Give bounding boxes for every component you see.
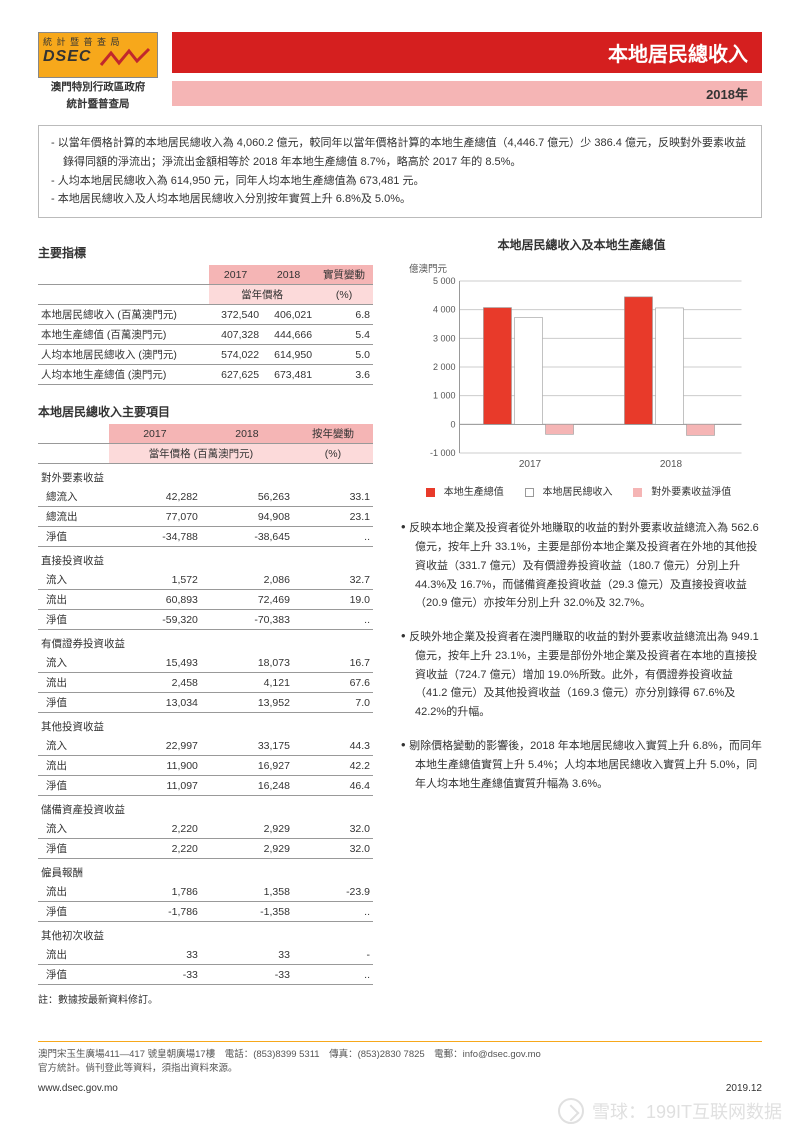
bullet-item: 剔除價格變動的影響後，2018 年本地居民總收入實質上升 6.8%，而同年本地生… <box>401 734 762 793</box>
table-row: 淨值-33-33.. <box>38 965 373 985</box>
table-row: 流出2,4584,12167.6 <box>38 673 373 693</box>
dsec-logo: 統 計 暨 普 查 局 DSEC <box>38 32 158 78</box>
watermark: 雪球：199IT互联网数据 <box>558 1098 782 1124</box>
footer-bottom: www.dsec.gov.mo 2019.12 <box>38 1083 762 1094</box>
footer-note: 官方統計。倘刊登此等資料，須指出資料來源。 <box>38 1062 762 1076</box>
chart-title: 本地居民總收入及本地生產總值 <box>401 236 762 253</box>
table-row: 人均本地居民總收入 (澳門元)574,022614,9505.0 <box>38 345 373 365</box>
page: 統 計 暨 普 查 局 DSEC 澳門特別行政區政府 統計暨普查局 本地居民總收… <box>0 0 800 1132</box>
th-2018: 2018 <box>201 424 293 444</box>
th-change: 按年變動 <box>293 424 373 444</box>
table-row: 流出1,7861,358-23.9 <box>38 882 373 902</box>
logo-zigzag-icon <box>99 47 153 69</box>
th-2017: 2017 <box>109 424 201 444</box>
analysis-bullets: 反映本地企業及投資者從外地賺取的收益的對外要素收益總流入為 562.6 億元，按… <box>401 516 762 793</box>
th-unit: 當年價格 (百萬澳門元) <box>109 444 293 464</box>
footer: 澳門宋玉生廣場411—417 號皇朝廣場17樓 電話：(853)8399 531… <box>38 1041 762 1077</box>
table-section-head: 其他投資收益 <box>38 713 373 737</box>
legend-item: 本地居民總收入 <box>525 487 619 498</box>
org-name-2: 統計暨普查局 <box>38 98 158 112</box>
bar-chart: -1 000 0 1 000 2 000 3 000 4 000 5 000 2017 2018 <box>401 275 762 475</box>
note-item: 人均本地居民總收入為 614,950 元，同年人均本地生產總值為 673,481… <box>51 172 749 191</box>
watermark-text: 雪球：199IT互联网数据 <box>592 1098 782 1124</box>
th-price: 當年價格 <box>209 285 315 305</box>
year-bar: 2018年 <box>172 81 762 106</box>
table-row: 淨值-59,320-70,383.. <box>38 610 373 630</box>
th-2018: 2018 <box>262 265 315 285</box>
table-row: 流出60,89372,46919.0 <box>38 590 373 610</box>
note-item: 本地居民總收入及人均本地居民總收入分別按年實質上升 6.8%及 5.0%。 <box>51 190 749 209</box>
chart-y-unit: 億澳門元 <box>409 261 762 275</box>
table-section-head: 對外要素收益 <box>38 464 373 488</box>
table-row: 流入2,2202,92932.0 <box>38 819 373 839</box>
table1-title: 主要指標 <box>38 244 373 261</box>
legend-item: 對外要素收益淨值 <box>633 487 737 498</box>
table-section-head: 僱員報酬 <box>38 859 373 883</box>
footer-date: 2019.12 <box>726 1083 762 1094</box>
right-column: 本地居民總收入及本地生產總值 億澳門元 -1 000 0 1 000 2 000 3 0… <box>401 236 762 1006</box>
summary-notes: 以當年價格計算的本地居民總收入為 4,060.2 億元，較同年以當年價格計算的本… <box>38 125 762 218</box>
header: 統 計 暨 普 查 局 DSEC 澳門特別行政區政府 統計暨普查局 本地居民總收… <box>38 32 762 111</box>
svg-text:4 000: 4 000 <box>433 305 456 315</box>
table-row: 總流入42,28256,26333.1 <box>38 487 373 507</box>
svg-text:2 000: 2 000 <box>433 362 456 372</box>
logo-block: 統 計 暨 普 查 局 DSEC 澳門特別行政區政府 統計暨普查局 <box>38 32 158 111</box>
table-footnote: 註：數據按最新資料修訂。 <box>38 991 373 1006</box>
chart-svg: -1 000 0 1 000 2 000 3 000 4 000 5 000 2017 2018 <box>401 275 762 475</box>
chart-legend: 本地生產總值 本地居民總收入 對外要素收益淨值 <box>401 483 762 498</box>
org-name-1: 澳門特別行政區政府 <box>38 81 158 95</box>
svg-text:0: 0 <box>450 419 455 429</box>
table-row: 流入22,99733,17544.3 <box>38 736 373 756</box>
svg-text:2018: 2018 <box>660 459 683 470</box>
main-columns: 主要指標 20172018實質變動 當年價格(%) 本地居民總收入 (百萬澳門元… <box>38 236 762 1006</box>
table-row: 淨值11,09716,24846.4 <box>38 776 373 796</box>
watermark-icon <box>558 1098 584 1124</box>
table-section-head: 其他初次收益 <box>38 922 373 946</box>
bullet-item: 反映外地企業及投資者在澳門賺取的收益的對外要素收益總流出為 949.1 億元，按… <box>401 625 762 722</box>
svg-text:3 000: 3 000 <box>433 333 456 343</box>
table-row: 淨值13,03413,9527.0 <box>38 693 373 713</box>
table2-title: 本地居民總收入主要項目 <box>38 403 373 420</box>
table-row: 本地居民總收入 (百萬澳門元)372,540406,0216.8 <box>38 305 373 325</box>
table-row: 淨值2,2202,92932.0 <box>38 839 373 859</box>
table-row: 流出3333- <box>38 945 373 965</box>
table-row: 總流出77,07094,90823.1 <box>38 507 373 527</box>
key-indicators-table: 20172018實質變動 當年價格(%) 本地居民總收入 (百萬澳門元)372,… <box>38 265 373 385</box>
th-pct: (%) <box>315 285 373 305</box>
table-section-head: 直接投資收益 <box>38 547 373 571</box>
table-row: 流入15,49318,07316.7 <box>38 653 373 673</box>
note-item: 以當年價格計算的本地居民總收入為 4,060.2 億元，較同年以當年價格計算的本… <box>51 134 749 171</box>
table-row: 淨值-34,788-38,645.. <box>38 527 373 547</box>
table-row: 淨值-1,786-1,358.. <box>38 902 373 922</box>
svg-text:2017: 2017 <box>519 459 542 470</box>
th-change: 實質變動 <box>315 265 373 285</box>
bullet-item: 反映本地企業及投資者從外地賺取的收益的對外要素收益總流入為 562.6 億元，按… <box>401 516 762 613</box>
th-pct: (%) <box>293 444 373 464</box>
page-title: 本地居民總收入 <box>172 32 762 73</box>
svg-text:1 000: 1 000 <box>433 391 456 401</box>
components-table: 20172018按年變動 當年價格 (百萬澳門元)(%) 對外要素收益總流入42… <box>38 424 373 985</box>
legend-item: 本地生產總值 <box>426 487 510 498</box>
left-column: 主要指標 20172018實質變動 當年價格(%) 本地居民總收入 (百萬澳門元… <box>38 236 373 1006</box>
th-2017: 2017 <box>209 265 262 285</box>
table-row: 本地生產總值 (百萬澳門元)407,328444,6665.4 <box>38 325 373 345</box>
table-row: 流入1,5722,08632.7 <box>38 570 373 590</box>
table-row: 人均本地生產總值 (澳門元)627,625673,4813.6 <box>38 365 373 385</box>
title-area: 本地居民總收入 2018年 <box>172 32 762 106</box>
svg-text:5 000: 5 000 <box>433 276 456 286</box>
table-section-head: 有價證券投資收益 <box>38 630 373 654</box>
table-section-head: 儲備資產投資收益 <box>38 796 373 820</box>
footer-url: www.dsec.gov.mo <box>38 1083 118 1094</box>
table-row: 流出11,90016,92742.2 <box>38 756 373 776</box>
svg-text:-1 000: -1 000 <box>430 448 456 458</box>
footer-address: 澳門宋玉生廣場411—417 號皇朝廣場17樓 電話：(853)8399 531… <box>38 1048 762 1062</box>
